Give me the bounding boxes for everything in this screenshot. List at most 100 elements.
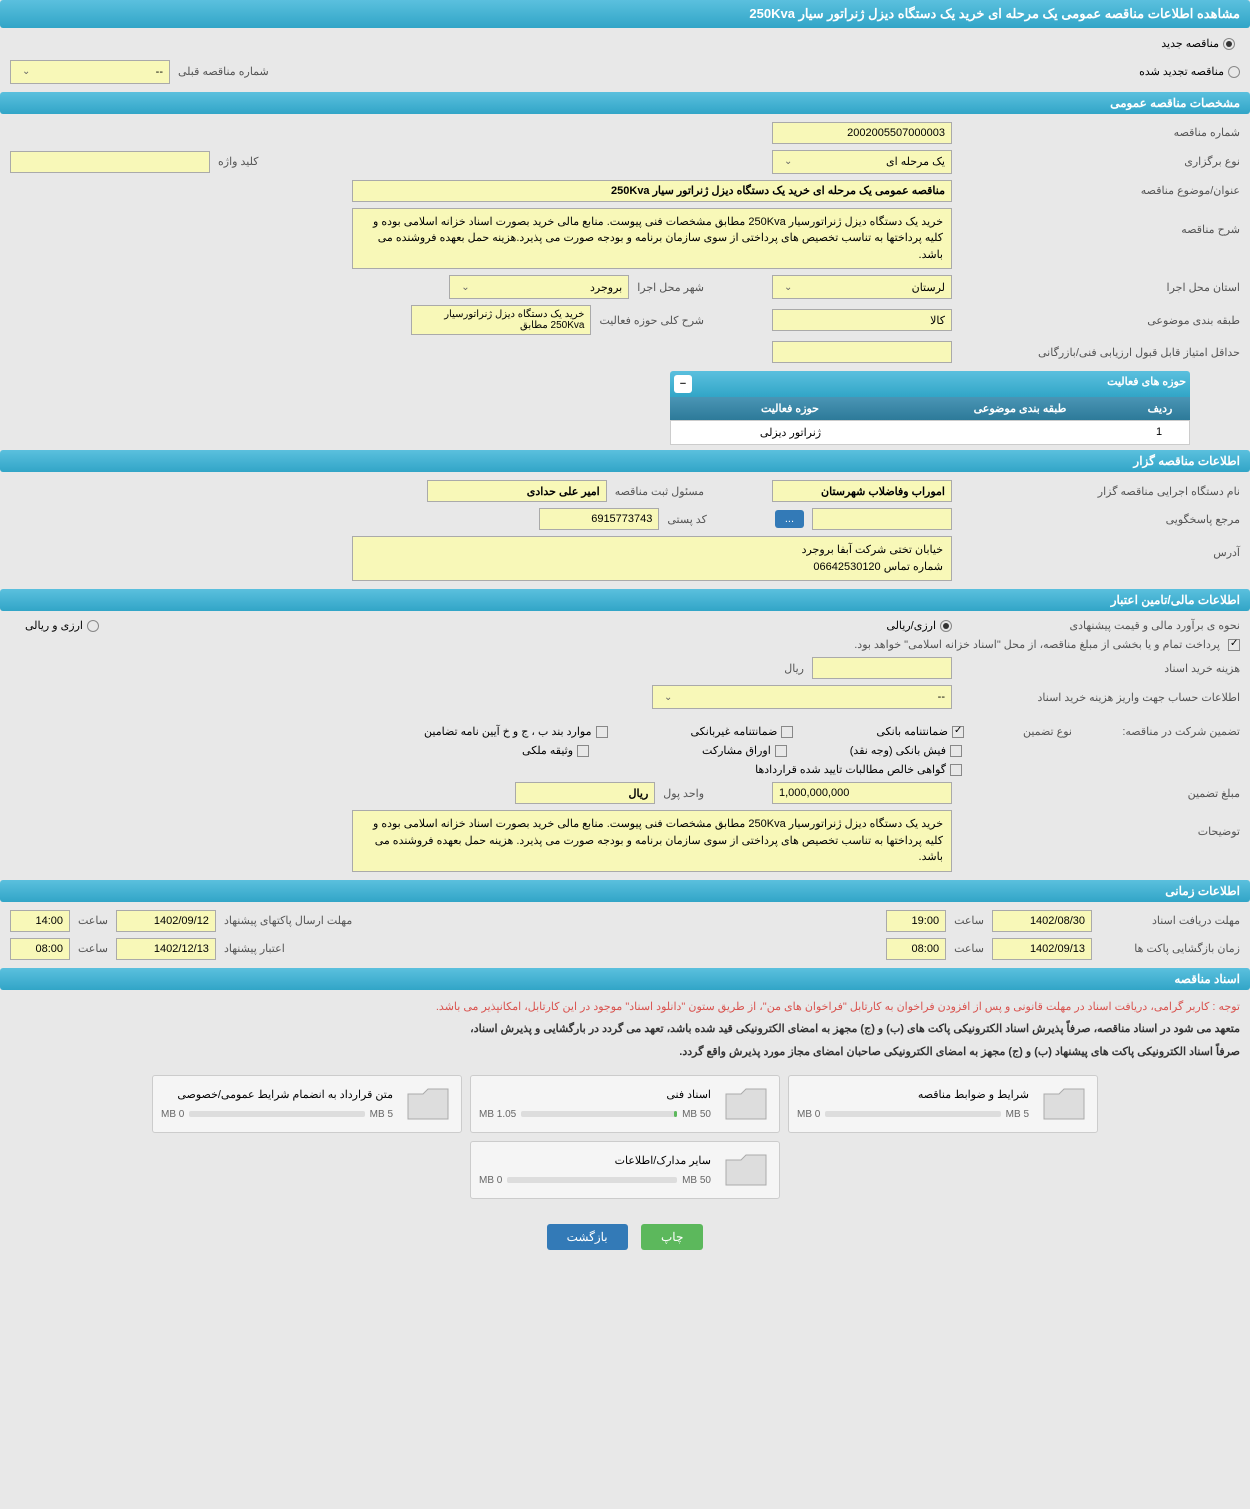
radio-label: ارزی/ریالی: [886, 619, 936, 632]
subject-field: مناقصه عمومی یک مرحله ای خرید یک دستگاه …: [352, 180, 952, 202]
checkbox-icon: [950, 764, 962, 776]
radio-label: مناقصه تجدید شده: [1139, 65, 1224, 78]
folder-icon: [1039, 1084, 1089, 1124]
min-score-label: حداقل امتیاز قابل قبول ارزیابی فنی/بازرگ…: [960, 346, 1240, 359]
doc-total: 50 MB: [682, 1175, 711, 1186]
chevron-down-icon: ⌄: [779, 156, 797, 167]
address-label: آدرس: [960, 536, 1240, 559]
guarantee-amount-field: 1,000,000,000: [772, 782, 952, 804]
doc-used: 0 MB: [161, 1109, 184, 1120]
chevron-down-icon: ⌄: [456, 282, 474, 293]
account-label: اطلاعات حساب جهت واریز هزینه خرید اسناد: [960, 691, 1240, 704]
doc-title: متن قرارداد به انضمام شرایط عمومی/خصوصی: [161, 1088, 393, 1101]
checkbox-cash[interactable]: فیش بانکی (وجه نقد): [850, 744, 962, 757]
receive-date: 1402/08/30: [992, 910, 1092, 932]
guarantee-type-label: نوع تضمین: [972, 725, 1072, 738]
checkbox-icon: [950, 745, 962, 757]
desc-label: شرح مناقصه: [960, 208, 1240, 236]
radio-currency[interactable]: ارزی و ریالی: [25, 619, 99, 632]
notes-label: توضیحات: [960, 810, 1240, 838]
prev-tender-select[interactable]: -- ⌄: [10, 60, 170, 84]
province-select[interactable]: لرستان ⌄: [772, 275, 952, 299]
col-area: حوزه فعالیت: [675, 402, 905, 415]
account-select[interactable]: -- ⌄: [652, 685, 952, 709]
red-note: توجه : کاربر گرامی، دریافت اسناد در مهلت…: [0, 995, 1250, 1018]
registrar-field: امیر علی حدادی: [427, 480, 607, 502]
response-field[interactable]: [812, 508, 952, 530]
checkbox-icon: [577, 745, 589, 757]
prev-tender-label: شماره مناقصه قبلی: [178, 65, 269, 78]
section-organizer: اطلاعات مناقصه گزار: [0, 450, 1250, 472]
province-label: استان محل اجرا: [960, 281, 1240, 294]
payment-checkbox[interactable]: [1228, 639, 1240, 651]
checkbox-securities[interactable]: اوراق مشارکت: [702, 744, 787, 757]
radio-renewed-tender[interactable]: مناقصه تجدید شده: [1139, 65, 1240, 78]
doc-card[interactable]: شرایط و ضوابط مناقصه 5 MB 0 MB: [788, 1075, 1098, 1133]
doc-title: سایر مدارک/اطلاعات: [479, 1154, 711, 1167]
type-select[interactable]: یک مرحله ای ⌄: [772, 150, 952, 174]
radio-icon: [1228, 66, 1240, 78]
back-button[interactable]: بازگشت: [547, 1224, 628, 1250]
doc-title: شرایط و ضوابط مناقصه: [797, 1088, 1029, 1101]
checkbox-nonbank[interactable]: ضمانتنامه غیربانکی: [691, 725, 794, 738]
desc-field: خرید یک دستگاه دیزل ژنراتورسیار 250Kva م…: [352, 208, 952, 270]
doc-card[interactable]: سایر مدارک/اطلاعات 50 MB 0 MB: [470, 1141, 780, 1199]
radio-new-tender[interactable]: مناقصه جدید: [1161, 37, 1235, 50]
collapse-button[interactable]: −: [674, 375, 692, 393]
radio-icon: [940, 620, 952, 632]
radio-rial[interactable]: ارزی/ریالی: [886, 619, 952, 632]
doc-cost-unit: ریال: [784, 662, 804, 675]
chevron-down-icon: ⌄: [779, 282, 797, 293]
checkbox-icon: [596, 726, 608, 738]
checkbox-icon: [781, 726, 793, 738]
guarantee-section-label: تضمین شرکت در مناقصه:: [1080, 725, 1240, 738]
type-label: نوع برگزاری: [960, 155, 1240, 168]
black-note-1: متعهد می شود در اسناد مناقصه، صرفاً پذیر…: [0, 1018, 1250, 1042]
chevron-down-icon: ⌄: [17, 66, 35, 77]
send-date: 1402/09/12: [116, 910, 216, 932]
checkbox-bonds[interactable]: موارد بند ب ، ج و خ آیین نامه تضامین: [424, 725, 607, 738]
category-label: طبقه بندی موضوعی: [960, 314, 1240, 327]
doc-card[interactable]: اسناد فنی 50 MB 1.05 MB: [470, 1075, 780, 1133]
currency-field: ریال: [515, 782, 655, 804]
lookup-button[interactable]: ...: [775, 510, 804, 528]
validity-label: اعتبار پیشنهاد: [224, 942, 285, 955]
min-score-field[interactable]: [772, 341, 952, 363]
section-financial: اطلاعات مالی/تامین اعتبار: [0, 589, 1250, 611]
folder-icon: [721, 1150, 771, 1190]
receive-time: 19:00: [886, 910, 946, 932]
cell-category: [905, 426, 1134, 439]
validity-time: 08:00: [10, 938, 70, 960]
tender-no-label: شماره مناقصه: [960, 126, 1240, 139]
estimate-label: نحوه ی برآورد مالی و قیمت پیشنهادی: [960, 619, 1240, 632]
currency-label: واحد پول: [663, 787, 704, 800]
exec-field: اموراب وفاضلاب شهرستان: [772, 480, 952, 502]
postal-label: کد پستی: [667, 513, 706, 526]
city-label: شهر محل اجرا: [637, 281, 704, 294]
doc-card[interactable]: متن قرارداد به انضمام شرایط عمومی/خصوصی …: [152, 1075, 462, 1133]
print-button[interactable]: چاپ: [641, 1224, 703, 1250]
city-select[interactable]: بروجرد ⌄: [449, 275, 629, 299]
keyword-field[interactable]: [10, 151, 210, 173]
doc-title: اسناد فنی: [479, 1088, 711, 1101]
send-label: مهلت ارسال پاکتهای پیشنهاد: [224, 914, 352, 927]
radio-label: مناقصه جدید: [1161, 37, 1219, 50]
doc-used: 1.05 MB: [479, 1109, 516, 1120]
send-time: 14:00: [10, 910, 70, 932]
chevron-down-icon: ⌄: [659, 692, 677, 703]
receive-label: مهلت دریافت اسناد: [1100, 914, 1240, 927]
doc-cost-field[interactable]: [812, 657, 952, 679]
cell-area: ژنراتور دیزلی: [676, 426, 905, 439]
checkbox-bank[interactable]: ضمانتنامه بانکی: [876, 725, 964, 738]
notes-field: خرید یک دستگاه دیزل ژنراتورسیار 250Kva م…: [352, 810, 952, 872]
category-field: کالا: [772, 309, 952, 331]
checkbox-property[interactable]: وثیقه ملکی: [522, 744, 589, 757]
col-radif: ردیف: [1135, 402, 1185, 415]
time-label: ساعت: [78, 942, 108, 955]
section-timing: اطلاعات زمانی: [0, 880, 1250, 902]
validity-date: 1402/12/13: [116, 938, 216, 960]
table-row: 1 ژنراتور دیزلی: [670, 420, 1190, 445]
checkbox-receivables[interactable]: گواهی خالص مطالبات تایید شده قراردادها: [755, 763, 962, 776]
radio-icon: [87, 620, 99, 632]
guarantee-amount-label: مبلغ تضمین: [960, 787, 1240, 800]
